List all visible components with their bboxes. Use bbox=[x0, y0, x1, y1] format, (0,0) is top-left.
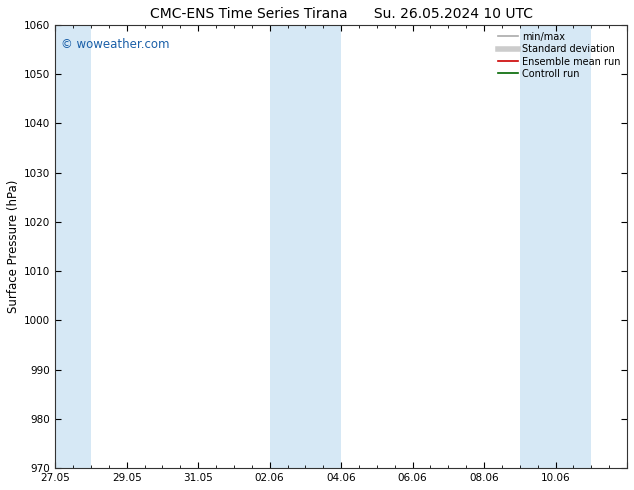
Legend: min/max, Standard deviation, Ensemble mean run, Controll run: min/max, Standard deviation, Ensemble me… bbox=[496, 30, 622, 81]
Bar bbox=[306, 25, 341, 468]
Bar bbox=[555, 25, 592, 468]
Title: CMC-ENS Time Series Tirana      Su. 26.05.2024 10 UTC: CMC-ENS Time Series Tirana Su. 26.05.202… bbox=[150, 7, 533, 21]
Bar bbox=[269, 25, 306, 468]
Y-axis label: Surface Pressure (hPa): Surface Pressure (hPa) bbox=[7, 180, 20, 313]
Text: © woweather.com: © woweather.com bbox=[61, 38, 169, 51]
Bar bbox=[520, 25, 555, 468]
Bar bbox=[55, 25, 91, 468]
